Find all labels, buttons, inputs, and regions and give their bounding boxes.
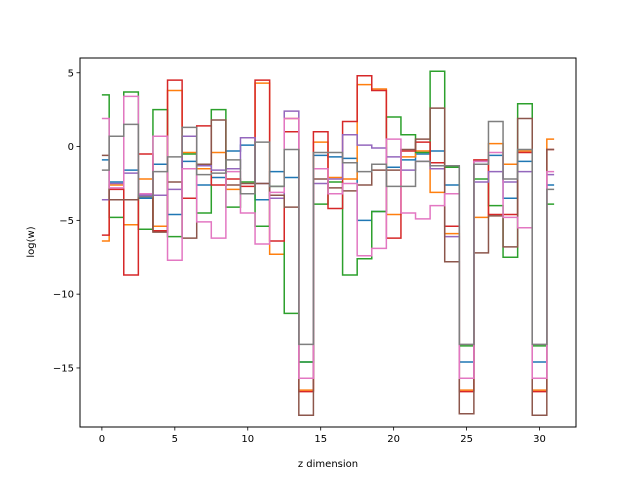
x-tick-label: 20 <box>387 434 400 445</box>
series-line-7 <box>101 95 555 380</box>
plot-area <box>101 70 555 416</box>
x-tick-label: 25 <box>460 434 473 445</box>
y-tick-label: 0 <box>68 142 74 153</box>
y-tick-label: −10 <box>53 290 74 301</box>
y-axis-label: log(w) <box>26 226 37 257</box>
x-tick-label: 30 <box>533 434 546 445</box>
axes-frame <box>79 57 577 428</box>
x-axis-label: z dimension <box>298 459 358 470</box>
y-tick-label: −5 <box>59 216 74 227</box>
y-tick-label: −15 <box>53 363 74 374</box>
y-tick-label: 5 <box>68 68 74 79</box>
x-tick-label: 15 <box>314 434 327 445</box>
x-axis: 0 5 10 15 20 25 30 <box>99 427 546 445</box>
x-tick-label: 5 <box>172 434 178 445</box>
series-line-8 <box>101 120 555 346</box>
x-tick-label: 0 <box>99 434 105 445</box>
y-axis: 5 0 −5 −10 −15 <box>53 68 80 374</box>
x-tick-label: 10 <box>241 434 254 445</box>
